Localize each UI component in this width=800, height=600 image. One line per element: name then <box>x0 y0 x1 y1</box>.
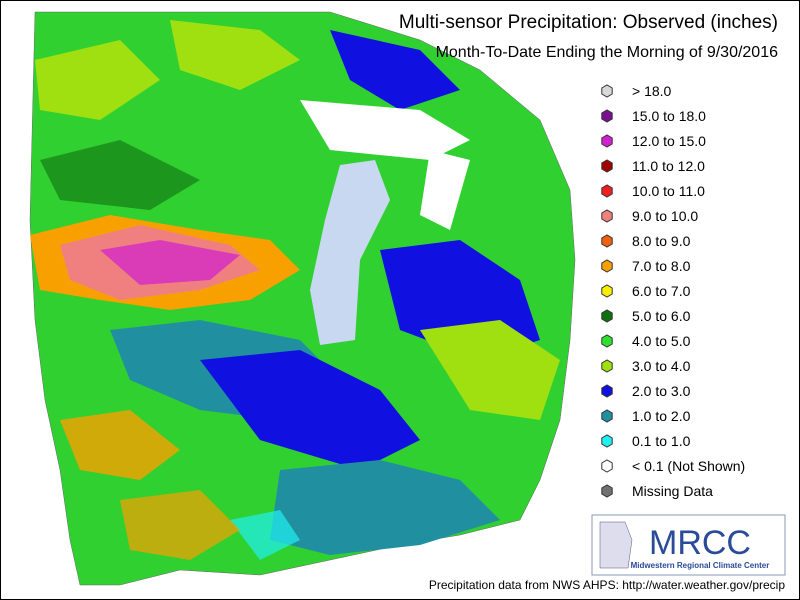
legend-swatch <box>601 109 613 123</box>
legend-label: 3.0 to 4.0 <box>632 358 691 374</box>
legend-label: 11.0 to 12.0 <box>632 158 705 174</box>
legend-label: 5.0 to 6.0 <box>632 308 691 324</box>
legend-swatch <box>601 334 613 348</box>
legend-swatch <box>601 284 613 298</box>
logo-icon <box>599 521 633 569</box>
legend-label: 8.0 to 9.0 <box>632 233 691 249</box>
legend-swatch <box>601 209 613 223</box>
legend-label: 0.1 to 1.0 <box>632 433 691 449</box>
legend-swatch <box>601 409 613 423</box>
source: Precipitation data from NWS AHPS: http:/… <box>429 578 785 592</box>
legend-label: 10.0 to 11.0 <box>632 183 705 199</box>
legend-swatch <box>601 184 613 198</box>
legend-swatch <box>601 259 613 273</box>
legend-label: 7.0 to 8.0 <box>632 258 691 274</box>
legend-label: > 18.0 <box>632 83 672 99</box>
legend-swatch <box>601 484 613 498</box>
legend-swatch <box>601 134 613 148</box>
legend-label: Missing Data <box>632 483 713 499</box>
precip-map <box>29 11 576 586</box>
logo: MRCC Midwestern Regional Climate Center <box>591 514 786 576</box>
legend-swatch <box>601 384 613 398</box>
legend: > 18.0 15.0 to 18.0 12.0 to 15.0 11.0 to 12… <box>601 83 745 499</box>
logo-name: MRCC <box>649 524 751 562</box>
legend-label: 15.0 to 18.0 <box>632 108 706 124</box>
subtitle: Month-To-Date Ending the Morning of 9/30… <box>436 44 779 61</box>
legend-swatch <box>601 234 613 248</box>
legend-swatch <box>601 309 613 323</box>
legend-label: 6.0 to 7.0 <box>632 283 691 299</box>
logo-full-name: Midwestern Regional Climate Center <box>631 561 770 570</box>
title: Multi-sensor Precipitation: Observed (in… <box>399 12 778 33</box>
legend-swatch <box>601 159 613 173</box>
legend-label: < 0.1 (Not Shown) <box>632 458 745 474</box>
legend-swatch <box>601 84 613 98</box>
legend-swatch <box>601 434 613 448</box>
legend-label: 4.0 to 5.0 <box>632 333 691 349</box>
legend-label: 2.0 to 3.0 <box>632 383 691 399</box>
legend-label: 1.0 to 2.0 <box>632 408 691 424</box>
legend-label: 12.0 to 15.0 <box>632 133 706 149</box>
legend-swatch <box>601 359 613 373</box>
legend-label: 9.0 to 10.0 <box>632 208 698 224</box>
legend-swatch <box>601 459 613 473</box>
